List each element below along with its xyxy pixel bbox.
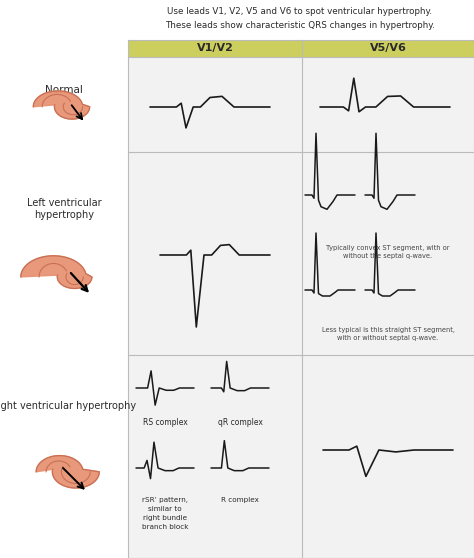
Text: V1/V2: V1/V2 xyxy=(197,44,233,54)
Bar xyxy=(302,57,474,152)
Text: qR complex: qR complex xyxy=(218,418,263,427)
Bar xyxy=(302,152,474,355)
Bar xyxy=(128,57,302,152)
Text: Use leads V1, V2, V5 and V6 to spot ventricular hypertrophy.: Use leads V1, V2, V5 and V6 to spot vent… xyxy=(167,7,432,17)
Text: without the septal q-wave.: without the septal q-wave. xyxy=(344,253,433,259)
Bar xyxy=(128,152,302,355)
Text: with or without septal q-wave.: with or without septal q-wave. xyxy=(337,335,438,341)
Bar xyxy=(128,40,302,57)
Bar xyxy=(0,0,128,558)
Bar xyxy=(302,355,474,558)
Polygon shape xyxy=(36,455,99,488)
Text: Less typical is this straight ST segment,: Less typical is this straight ST segment… xyxy=(321,327,455,333)
Text: V5/V6: V5/V6 xyxy=(370,44,406,54)
Bar xyxy=(302,40,474,57)
Text: Typically convex ST segment, with or: Typically convex ST segment, with or xyxy=(326,245,450,251)
Text: similar to: similar to xyxy=(148,506,182,512)
Polygon shape xyxy=(21,256,92,288)
Text: Right ventricular hypertrophy: Right ventricular hypertrophy xyxy=(0,401,137,411)
Text: right bundle: right bundle xyxy=(143,515,187,521)
Polygon shape xyxy=(33,91,90,119)
Text: RS complex: RS complex xyxy=(143,418,187,427)
Bar xyxy=(128,355,302,558)
Text: These leads show characteristic QRS changes in hypertrophy.: These leads show characteristic QRS chan… xyxy=(165,21,435,30)
Text: Left ventricular hypertrophy: Left ventricular hypertrophy xyxy=(27,198,101,220)
Text: R complex: R complex xyxy=(221,497,259,503)
Text: Normal: Normal xyxy=(45,85,83,95)
Text: rSR’ pattern,: rSR’ pattern, xyxy=(142,497,188,503)
Text: branch block: branch block xyxy=(142,524,188,530)
